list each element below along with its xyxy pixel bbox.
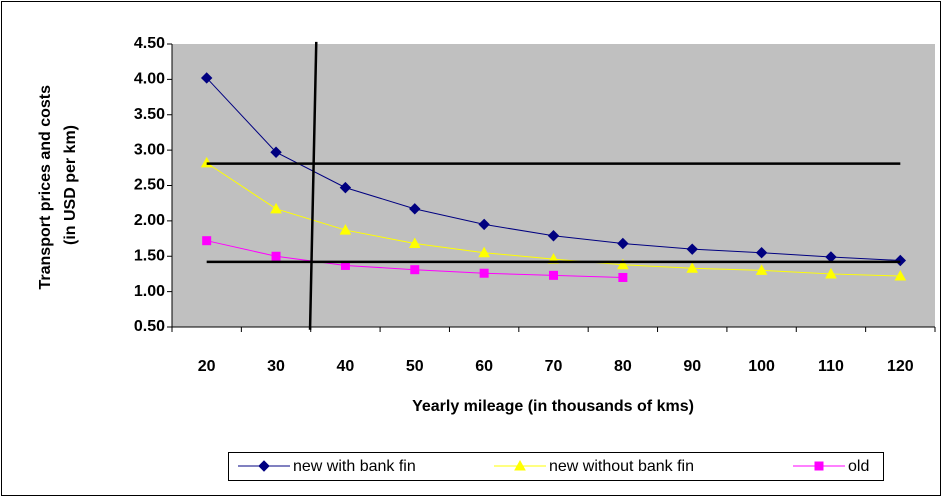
x-tick-label: 70 (545, 358, 563, 375)
y-tick-label: 2.50 (134, 177, 165, 194)
data-point (339, 224, 352, 235)
y-tick-label: 1.00 (134, 283, 165, 300)
data-point (825, 267, 837, 279)
data-point (755, 247, 768, 259)
y-axis-title: Transport prices and costs (in USD per k… (37, 81, 79, 290)
x-tick-label: 50 (406, 358, 424, 375)
data-point (202, 236, 212, 246)
x-tick-label: 40 (337, 358, 355, 375)
y-tick-label: 4.50 (134, 35, 165, 52)
reference-line (308, 41, 318, 330)
legend-marker (814, 461, 824, 471)
data-point (478, 246, 490, 258)
y-axis-title-line: (in USD per km) (62, 125, 79, 245)
y-tick-label: 1.50 (134, 247, 165, 264)
x-tick-label: 120 (887, 358, 914, 375)
data-point (410, 265, 420, 275)
data-point (686, 243, 698, 255)
data-point (549, 270, 558, 280)
data-point (478, 218, 490, 231)
data-point (755, 264, 768, 275)
data-point (409, 203, 421, 215)
y-tick-label: 2.00 (134, 212, 165, 229)
legend-marker (258, 460, 270, 472)
data-point (894, 254, 907, 267)
legend-box (228, 452, 884, 481)
legend-label: new without bank fin (549, 458, 694, 475)
legend-label: old (848, 458, 869, 475)
x-tick-label: 100 (748, 358, 775, 375)
x-tick-label: 90 (683, 358, 701, 375)
data-point (408, 237, 421, 249)
x-axis-title: Yearly mileage (in thousands of kms) (412, 398, 694, 415)
data-point (270, 202, 282, 214)
y-tick-label: 0.50 (134, 318, 165, 335)
x-tick-label: 20 (198, 358, 216, 375)
x-tick-label: 110 (818, 358, 844, 375)
data-point (339, 181, 352, 194)
y-tick-label: 3.00 (134, 141, 165, 158)
legend-label: new with bank fin (293, 458, 416, 475)
x-tick-label: 80 (614, 358, 632, 375)
plot-background (172, 44, 935, 327)
data-point (617, 258, 629, 270)
data-point (271, 251, 281, 261)
x-tick-label: 60 (475, 358, 493, 375)
data-point (200, 72, 213, 84)
x-tick-label: 30 (267, 358, 285, 375)
y-tick-label: 4.00 (134, 71, 165, 88)
data-point (686, 262, 699, 273)
data-point (547, 230, 560, 242)
data-point (618, 272, 628, 282)
data-point (894, 270, 907, 281)
legend-marker (514, 459, 526, 471)
data-point (479, 268, 489, 278)
data-point (270, 146, 282, 158)
data-point (617, 237, 629, 250)
y-tick-label: 3.50 (134, 106, 165, 123)
y-axis-title-line: Transport prices and costs (37, 85, 54, 290)
